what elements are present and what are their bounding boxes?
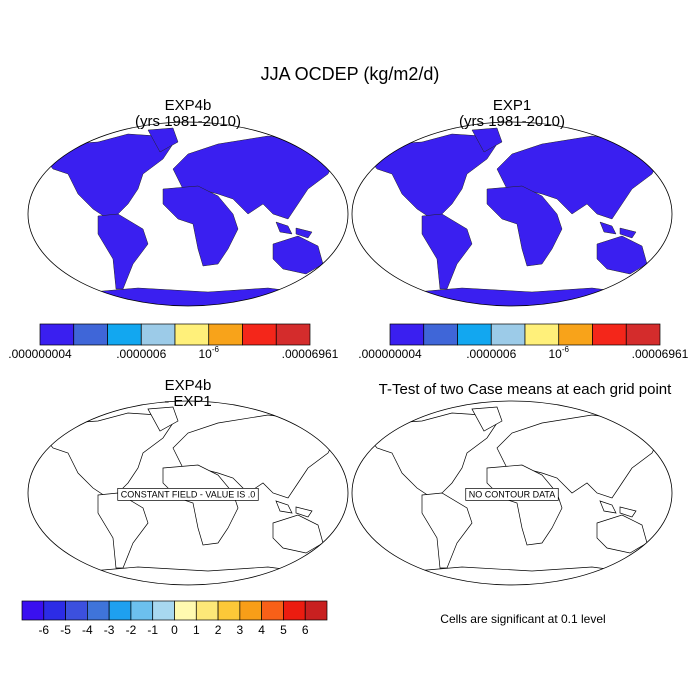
colorbar-label: .0000006 xyxy=(466,347,516,361)
colorbar-label: -1 xyxy=(147,623,158,637)
colorbar-swatch xyxy=(107,323,142,346)
colorbar-label: 4 xyxy=(258,623,265,637)
colorbar-swatch xyxy=(239,600,262,621)
colorbar-swatch xyxy=(65,600,88,621)
colorbar-swatch xyxy=(592,323,627,346)
map xyxy=(351,121,673,307)
colorbar-swatch xyxy=(457,323,492,346)
colorbar-swatch xyxy=(625,323,661,346)
panel-subtitle: (yrs 1981-2010) xyxy=(135,113,241,130)
colorbar-label: 5 xyxy=(280,623,287,637)
colorbar-swatch xyxy=(140,323,176,346)
figure-title: JJA OCDEP (kg/m2/d) xyxy=(261,64,440,84)
colorbar-label: 10-6 xyxy=(199,345,220,361)
colorbar-label: .000000004 xyxy=(8,347,72,361)
colorbar-swatch xyxy=(558,323,593,346)
panel-title: EXP4b xyxy=(165,377,212,394)
colorbar-swatch xyxy=(174,323,210,346)
map xyxy=(351,400,673,586)
panel-title: EXP1 xyxy=(493,97,531,114)
colorbar-swatch xyxy=(524,323,560,346)
colorbar-label: 3 xyxy=(237,623,244,637)
panel-title: T-Test of two Case means at each grid po… xyxy=(379,381,672,398)
colorbar-swatch xyxy=(242,323,277,346)
colorbar-swatch xyxy=(490,323,526,346)
colorbar-swatch xyxy=(217,600,241,621)
colorbar-swatch xyxy=(73,323,108,346)
colorbar-label: -6 xyxy=(38,623,49,637)
colorbar-label: 2 xyxy=(215,623,222,637)
colorbar-swatch xyxy=(304,600,328,621)
colorbar-swatch xyxy=(423,323,458,346)
colorbar-label: .00006961 xyxy=(632,347,689,361)
colorbar-swatch xyxy=(108,600,132,621)
colorbar-swatch xyxy=(261,600,284,621)
colorbar-label: .00006961 xyxy=(282,347,339,361)
map-message: NO CONTOUR DATA xyxy=(469,489,556,499)
colorbar-swatch xyxy=(195,600,219,621)
colorbar-swatch xyxy=(21,600,45,621)
map xyxy=(27,121,349,307)
map xyxy=(27,400,349,586)
colorbar-swatch xyxy=(152,600,175,621)
colorbar-label: -2 xyxy=(126,623,137,637)
colorbar-label: -5 xyxy=(60,623,71,637)
message-box xyxy=(117,488,259,501)
significance-note: Cells are significant at 0.1 level xyxy=(440,612,605,626)
label-exponent: -6 xyxy=(212,345,220,354)
colorbar-swatch xyxy=(39,323,75,346)
colorbar-label: 1 xyxy=(193,623,200,637)
colorbar-swatch xyxy=(275,323,311,346)
colorbar-swatch xyxy=(174,600,197,621)
label-base: 10 xyxy=(549,347,563,361)
colorbar-label: 6 xyxy=(302,623,309,637)
panel-title: EXP4b xyxy=(165,97,212,114)
colorbar-label: -3 xyxy=(104,623,115,637)
colorbar-swatch xyxy=(87,600,110,621)
colorbar-swatch xyxy=(43,600,66,621)
colorbar-label: .0000006 xyxy=(116,347,166,361)
map-message: CONSTANT FIELD - VALUE IS .0 xyxy=(121,489,256,499)
colorbar-label: -4 xyxy=(82,623,93,637)
colorbar-label: 10-6 xyxy=(549,345,570,361)
colorbar-swatch xyxy=(389,323,425,346)
colorbar-label: 0 xyxy=(171,623,178,637)
label-base: 10 xyxy=(199,347,213,361)
panel-subtitle: (yrs 1981-2010) xyxy=(459,113,565,130)
colorbar-swatch xyxy=(283,600,306,621)
label-exponent: -6 xyxy=(562,345,570,354)
panel-subtitle: - EXP1 xyxy=(164,393,212,410)
colorbar-swatch xyxy=(208,323,243,346)
message-box xyxy=(465,488,559,501)
colorbar-label: .000000004 xyxy=(358,347,422,361)
colorbar-swatch xyxy=(130,600,154,621)
